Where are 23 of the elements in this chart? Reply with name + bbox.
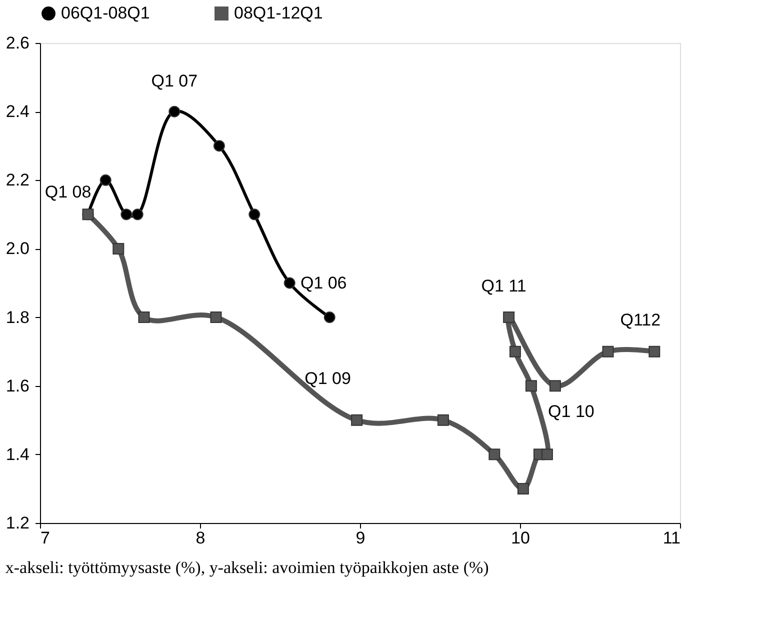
text: x-akseli: työttömyysaste (%), y-akseli: avoimien työpaikkojen aste (%) (5, 558, 489, 577)
y-tick-label: 1.8 (6, 308, 30, 327)
annotation: Q1 09 (304, 369, 351, 388)
legend-label: 08Q1-12Q1 (234, 4, 323, 23)
annotation: Q112 (620, 310, 661, 330)
x-tick-label: 10 (511, 528, 530, 548)
annotation: Q1 08 (44, 182, 92, 202)
annotation: Q1 11 (481, 276, 526, 296)
y-tick-label: 1.2 (6, 514, 30, 532)
x-tick-label: 11 (662, 528, 680, 548)
y-tick-label: 2.6 (6, 34, 30, 52)
y-tick-label: 1.4 (6, 444, 30, 464)
x-tick-label: 7 (40, 528, 50, 548)
annotation: Q1 06 (300, 273, 347, 292)
legend-label: 06Q1-08Q1 (61, 4, 150, 23)
x-tick-label: 9 (356, 528, 366, 548)
annotation: Q1 10 (548, 402, 594, 421)
y-tick-label: 2.4 (6, 102, 30, 122)
x-tick-label: 8 (196, 528, 206, 548)
y-tick-label: 2.0 (6, 239, 30, 258)
y-tick-label: 2.2 (6, 170, 30, 190)
annotation: Q1 07 (151, 72, 198, 91)
y-tick-label: 1.6 (6, 376, 30, 396)
